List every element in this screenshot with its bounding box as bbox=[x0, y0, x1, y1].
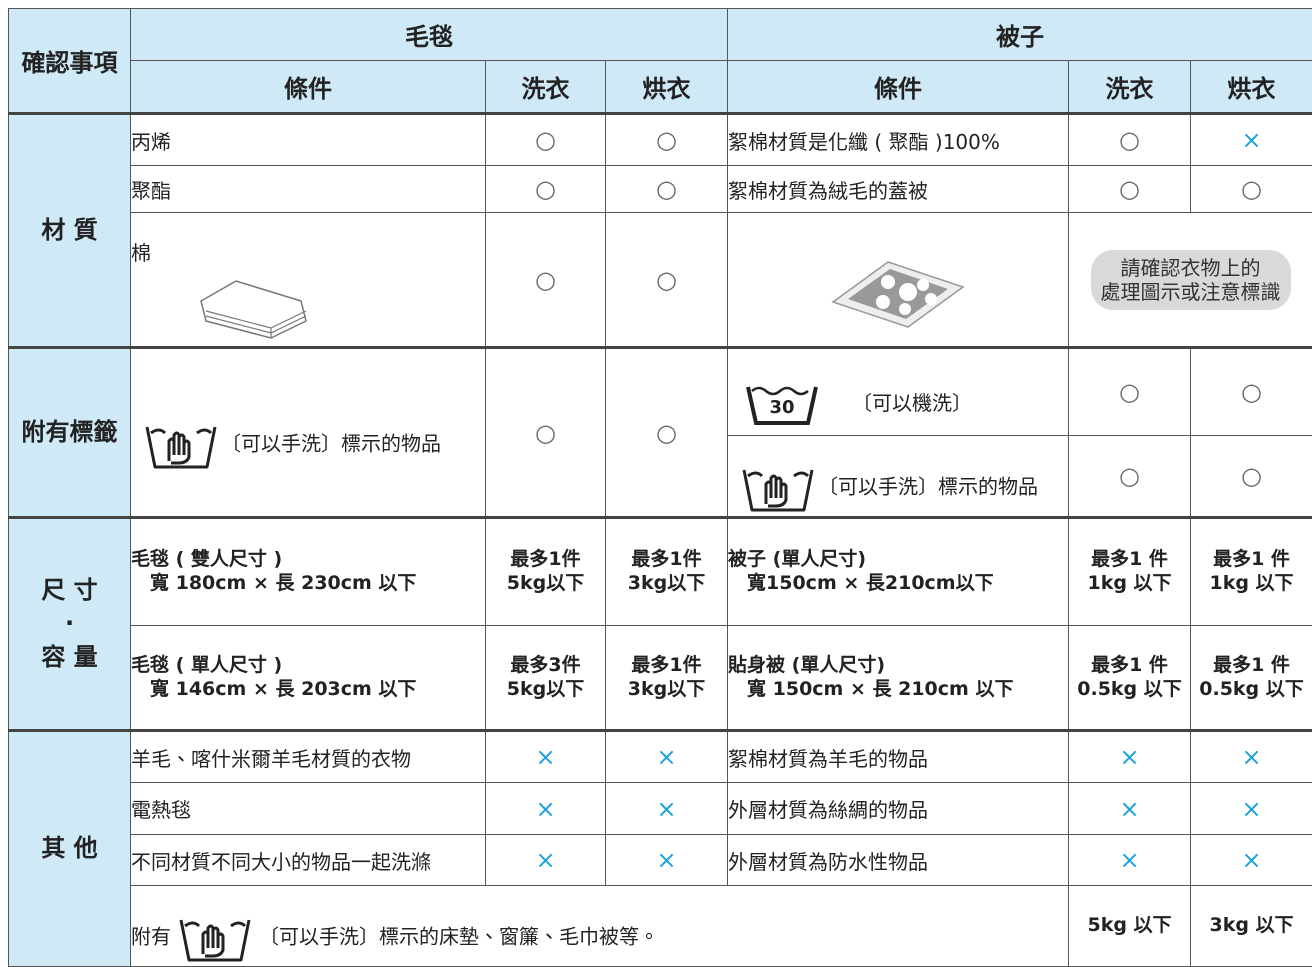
cell: ○ bbox=[1190, 165, 1312, 213]
subheader-cell: 烘衣 bbox=[604, 60, 729, 114]
cell: ○ bbox=[604, 165, 729, 213]
cell: 3kg 以下 bbox=[1190, 885, 1312, 967]
icon-text: 30 bbox=[769, 397, 794, 418]
header-cell: 被子 bbox=[727, 8, 1312, 61]
group-cell: 其 他 bbox=[8, 729, 131, 967]
cell: ○ bbox=[604, 112, 729, 166]
cell: × bbox=[1190, 729, 1312, 783]
cell: 最多1件 3kg以下 bbox=[604, 516, 729, 626]
subheader-cell: 條件 bbox=[727, 60, 1070, 114]
cell: ○ bbox=[485, 212, 606, 348]
cell: × bbox=[1190, 782, 1312, 835]
cell: ○ bbox=[485, 112, 606, 166]
cell: × bbox=[604, 729, 729, 783]
hand-wash-icon bbox=[742, 469, 814, 512]
care-table: 確認事項 毛毯 被子 條件 洗衣 烘衣 條件 洗衣 烘衣 材 質 丙烯 ○ ○ 絮棉材質是… bbox=[8, 8, 1312, 967]
subheader-cell: 條件 bbox=[130, 60, 486, 114]
cell: ○ bbox=[604, 346, 729, 518]
cell: ○ bbox=[1068, 165, 1192, 213]
cell: × bbox=[485, 782, 606, 835]
cell: 請確認衣物上的 處理圖示或注意標識 bbox=[1068, 212, 1312, 348]
cell: 最多1件 5kg以下 bbox=[485, 516, 606, 626]
cell: 最多1 件 0.5kg 以下 bbox=[1190, 625, 1312, 731]
hand-wash-icon bbox=[145, 426, 217, 468]
cell: 最多1 件 0.5kg 以下 bbox=[1068, 625, 1192, 731]
cell: 30 〔可以機洗〕 bbox=[727, 346, 1070, 436]
cell: 電熱毯 bbox=[130, 782, 486, 835]
cell: × bbox=[604, 834, 729, 886]
cell: 附有 〔可以手洗〕標示的床墊、窗簾、毛巾被等。 bbox=[129, 885, 1070, 967]
icon-shape bbox=[179, 919, 251, 962]
cell bbox=[727, 212, 1070, 348]
cell-text: 〔可以手洗〕標示的物品 bbox=[221, 431, 441, 455]
cell: 絮棉材質為羊毛的物品 bbox=[727, 729, 1070, 783]
cell: 最多1 件 1kg 以下 bbox=[1190, 516, 1312, 626]
cell: 外層材質為防水性物品 bbox=[727, 834, 1070, 886]
cell: × bbox=[1068, 782, 1192, 835]
quilt-image bbox=[831, 260, 965, 328]
cell: 〔可以手洗〕標示的物品 bbox=[727, 435, 1070, 518]
cell: 最多1 件 1kg 以下 bbox=[1068, 516, 1192, 626]
cell: 貼身被 (單人尺寸) 寬 150cm × 長 210cm 以下 bbox=[727, 625, 1070, 731]
icon-shape bbox=[742, 469, 814, 512]
cell: 5kg 以下 bbox=[1068, 885, 1192, 967]
cell-text: 〔可以手洗〕標示的床墊、窗簾、毛巾被等。 bbox=[259, 924, 659, 949]
cell: 聚酯 bbox=[130, 165, 486, 213]
cell-text: 棉 bbox=[131, 241, 152, 265]
subheader-cell: 洗衣 bbox=[485, 60, 606, 114]
cell: ○ bbox=[485, 165, 606, 213]
cell: × bbox=[485, 729, 606, 783]
cell: 不同材質不同大小的物品一起洗滌 bbox=[130, 834, 486, 886]
subheader-cell: 洗衣 bbox=[1068, 60, 1192, 114]
cell: × bbox=[485, 834, 606, 886]
group-cell: 附有標籤 bbox=[8, 346, 131, 518]
cell: 羊毛、喀什米爾羊毛材質的衣物 bbox=[130, 729, 486, 783]
cell: ○ bbox=[1068, 112, 1192, 166]
machine-wash-icon: 30 bbox=[746, 386, 818, 425]
cell: × bbox=[1190, 112, 1312, 166]
cell: ○ bbox=[604, 212, 729, 348]
cell: 棉 bbox=[130, 212, 486, 348]
cell: × bbox=[604, 782, 729, 835]
cell: ○ bbox=[1190, 346, 1312, 436]
cell-text: 〔可以機洗〕 bbox=[852, 390, 973, 415]
cell: 外層材質為絲綢的物品 bbox=[727, 782, 1070, 835]
cell: ○ bbox=[1068, 435, 1192, 518]
cell: ○ bbox=[485, 346, 606, 518]
blanket-image bbox=[200, 280, 307, 339]
cell: 毛毯 ( 單人尺寸 ) 寬 146cm × 長 203cm 以下 bbox=[130, 625, 486, 731]
cell: × bbox=[1068, 729, 1192, 783]
cell: × bbox=[1068, 834, 1192, 886]
cell: 最多3件 5kg以下 bbox=[485, 625, 606, 731]
cell: 毛毯 ( 雙人尺寸 ) 寬 180cm × 長 230cm 以下 bbox=[130, 516, 486, 626]
cell: 絮棉材質為絨毛的蓋被 bbox=[727, 165, 1070, 213]
group-cell: 材 質 bbox=[8, 112, 131, 348]
cell-text: 附有 bbox=[131, 924, 171, 949]
cell: 丙烯 bbox=[130, 112, 486, 166]
cell: 絮棉材質是化纖 ( 聚酯 )100% bbox=[727, 112, 1070, 166]
note-badge: 請確認衣物上的 處理圖示或注意標識 bbox=[1090, 249, 1291, 310]
header-cell: 毛毯 bbox=[129, 8, 729, 61]
cell: 最多1件 3kg以下 bbox=[604, 625, 729, 731]
cell-text: 〔可以手洗〕標示的物品 bbox=[818, 474, 1039, 499]
hand-wash-icon bbox=[179, 919, 251, 962]
cell: ○ bbox=[1190, 435, 1312, 518]
cell: × bbox=[1190, 834, 1312, 886]
cell: 〔可以手洗〕標示的物品 bbox=[130, 346, 486, 518]
group-cell: 尺 寸 · 容 量 bbox=[8, 516, 131, 731]
cell: ○ bbox=[1068, 346, 1192, 436]
cell: 被子 (單人尺寸) 寬150cm × 長210cm以下 bbox=[727, 516, 1070, 626]
icon-shape bbox=[145, 426, 217, 468]
subheader-cell: 烘衣 bbox=[1190, 60, 1312, 114]
header-cell: 確認事項 bbox=[8, 8, 131, 114]
page: 確認事項 毛毯 被子 條件 洗衣 烘衣 條件 洗衣 烘衣 材 質 丙烯 ○ ○ 絮棉材質是… bbox=[8, 8, 1312, 967]
